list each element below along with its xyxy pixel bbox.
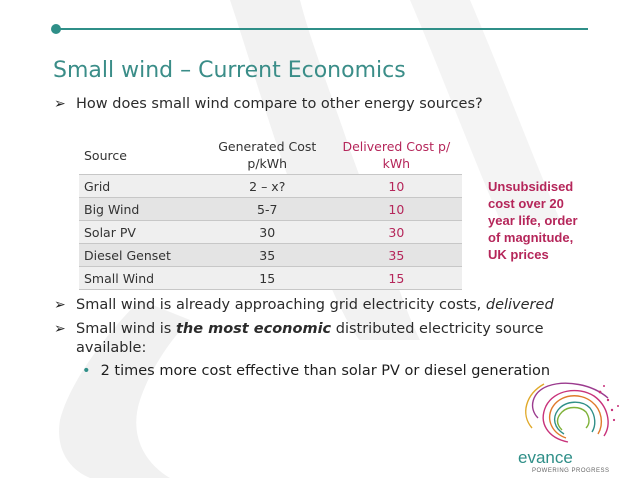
sub-bullet: • 2 times more cost effective than solar … xyxy=(82,363,550,379)
bullet-economic-suffix: distributed electricity source xyxy=(331,321,544,337)
header-delivered-cost: Delivered Cost p/kWh xyxy=(330,136,462,175)
cell-source: Diesel Genset xyxy=(79,243,204,267)
table-row: Grid 2 – x? 10 xyxy=(79,174,462,198)
bullet-economic-continuation: available: xyxy=(76,340,147,356)
arrow-bullet-icon: ➢ xyxy=(54,297,66,313)
dot-bullet-icon: • xyxy=(82,363,91,379)
header-rule xyxy=(56,28,588,30)
sub-bullet-text: 2 times more cost effective than solar P… xyxy=(100,363,551,379)
cell-generated: 15 xyxy=(203,266,331,290)
cell-source: Big Wind xyxy=(79,197,204,221)
bullet-question-text: How does small wind compare to other ene… xyxy=(76,96,483,112)
cell-delivered: 10 xyxy=(330,197,462,221)
cell-source: Small Wind xyxy=(79,266,204,290)
table-row: Big Wind 5-7 10 xyxy=(79,197,462,221)
header-delivered-line2: kWh xyxy=(382,156,411,171)
cell-generated: 2 – x? xyxy=(203,174,331,198)
evance-logo-icon xyxy=(525,382,619,443)
arrow-bullet-icon: ➢ xyxy=(54,96,66,112)
header-delivered-line1: Delivered Cost p/ xyxy=(342,139,451,154)
bullet-approaching-emphasis: delivered xyxy=(485,297,554,313)
cell-generated: 35 xyxy=(203,243,331,267)
header-generated-cost: Generated Cost p/kWh xyxy=(203,136,331,175)
header-source: Source xyxy=(79,136,204,175)
header-generated-line2: p/kWh xyxy=(247,156,288,171)
logo-tagline: POWERING PROGRESS xyxy=(532,468,610,474)
cell-source: Grid xyxy=(79,174,204,198)
cell-delivered: 35 xyxy=(330,243,462,267)
cell-delivered: 30 xyxy=(330,220,462,244)
table-row: Diesel Genset 35 35 xyxy=(79,243,462,267)
table-row: Solar PV 30 30 xyxy=(79,220,462,244)
note-line: of magnitude, xyxy=(488,230,574,245)
note-line: cost over 20 xyxy=(488,196,564,211)
note-line: year life, order xyxy=(488,213,578,228)
note-line: UK prices xyxy=(488,247,549,262)
cell-source: Solar PV xyxy=(79,220,204,244)
cell-delivered: 10 xyxy=(330,174,462,198)
bullet-approaching-text: Small wind is already approaching grid e… xyxy=(76,297,486,313)
bullet-economic-emphasis: the most economic xyxy=(175,321,332,337)
table-row: Small Wind 15 15 xyxy=(79,266,462,290)
note-line: Unsubsidised xyxy=(488,179,574,194)
table-header-row: Source Generated Cost p/kWh Delivered Cos… xyxy=(79,136,462,175)
cost-table: Source Generated Cost p/kWh Delivered Cos… xyxy=(79,136,462,290)
slide-title: Small wind – Current Economics xyxy=(53,58,406,83)
bullet-question: ➢ How does small wind compare to other en… xyxy=(54,96,483,112)
cell-delivered: 15 xyxy=(330,266,462,290)
arrow-bullet-icon: ➢ xyxy=(54,321,66,337)
bullet-economic-prefix: Small wind is xyxy=(76,321,176,337)
bullet-approaching: ➢ Small wind is already approaching grid … xyxy=(54,297,554,313)
side-note: Unsubsidised cost over 20 year life, ord… xyxy=(488,178,628,263)
cell-generated: 5-7 xyxy=(203,197,331,221)
cell-generated: 30 xyxy=(203,220,331,244)
header-generated-line1: Generated Cost xyxy=(218,139,317,154)
logo-wordmark: evance xyxy=(518,448,573,467)
bullet-economic: ➢ Small wind is the most economic distrib… xyxy=(54,321,544,337)
